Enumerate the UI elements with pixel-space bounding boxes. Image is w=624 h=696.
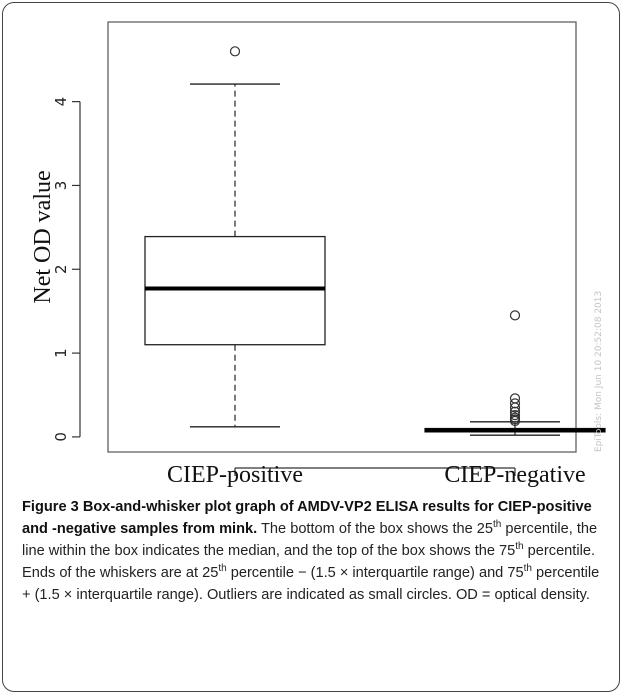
caption-sup: th bbox=[493, 519, 502, 531]
y-tick-label: 0 bbox=[52, 432, 70, 442]
x-axis: CIEP-positive CIEP-negative bbox=[167, 462, 586, 488]
y-tick-label: 4 bbox=[52, 97, 70, 107]
outlier-point bbox=[509, 412, 521, 423]
outlier-point bbox=[509, 398, 521, 409]
box-series bbox=[144, 46, 606, 436]
caption-text-5: percentile + (1.5 × interquartile range)… bbox=[22, 565, 600, 603]
box-iqr bbox=[144, 235, 326, 346]
y-tick-label: 2 bbox=[52, 264, 70, 274]
watermark: EpiTools: Mon Jun 10 20:52:08 2013 bbox=[594, 291, 604, 452]
outlier-point bbox=[229, 46, 241, 57]
y-tick-label: 1 bbox=[52, 348, 70, 358]
caption-text-4: percentile − (1.5 × interquartile range)… bbox=[226, 565, 524, 581]
y-axis: 0 1 2 3 4 bbox=[52, 97, 81, 442]
outlier-point bbox=[509, 406, 521, 417]
outlier-point bbox=[509, 393, 521, 404]
caption-sup: th bbox=[523, 563, 532, 575]
caption-sup: th bbox=[515, 541, 524, 553]
box-ciep-positive bbox=[144, 46, 326, 428]
y-axis-label: Net OD value bbox=[30, 170, 56, 303]
caption-sup: th bbox=[218, 563, 227, 575]
x-tick-label: CIEP-positive bbox=[167, 462, 303, 488]
plot-area bbox=[107, 21, 577, 453]
caption-text-1: The bottom of the box shows the 25 bbox=[261, 521, 494, 537]
box-ciep-negative bbox=[424, 310, 606, 436]
y-tick-label: 3 bbox=[52, 181, 70, 191]
caption-text-2: percentile, the line within the box indi… bbox=[22, 521, 598, 559]
caption-text-3: percentile. Ends of the whiskers are at … bbox=[22, 543, 596, 581]
caption-label: Figure 3 bbox=[22, 499, 79, 515]
x-tick-label: CIEP-negative bbox=[444, 462, 585, 488]
outlier-point bbox=[509, 410, 521, 421]
outlier-point bbox=[509, 310, 521, 321]
boxplot-chart: 0 1 2 3 4 Net OD value CIEP-positive CIEP-neg… bbox=[30, 21, 606, 488]
figure-caption: Figure 3 Box-and-whisker plot graph of A… bbox=[22, 496, 610, 606]
caption-title: Box-and-whisker plot graph of AMDV-VP2 E… bbox=[22, 499, 592, 537]
